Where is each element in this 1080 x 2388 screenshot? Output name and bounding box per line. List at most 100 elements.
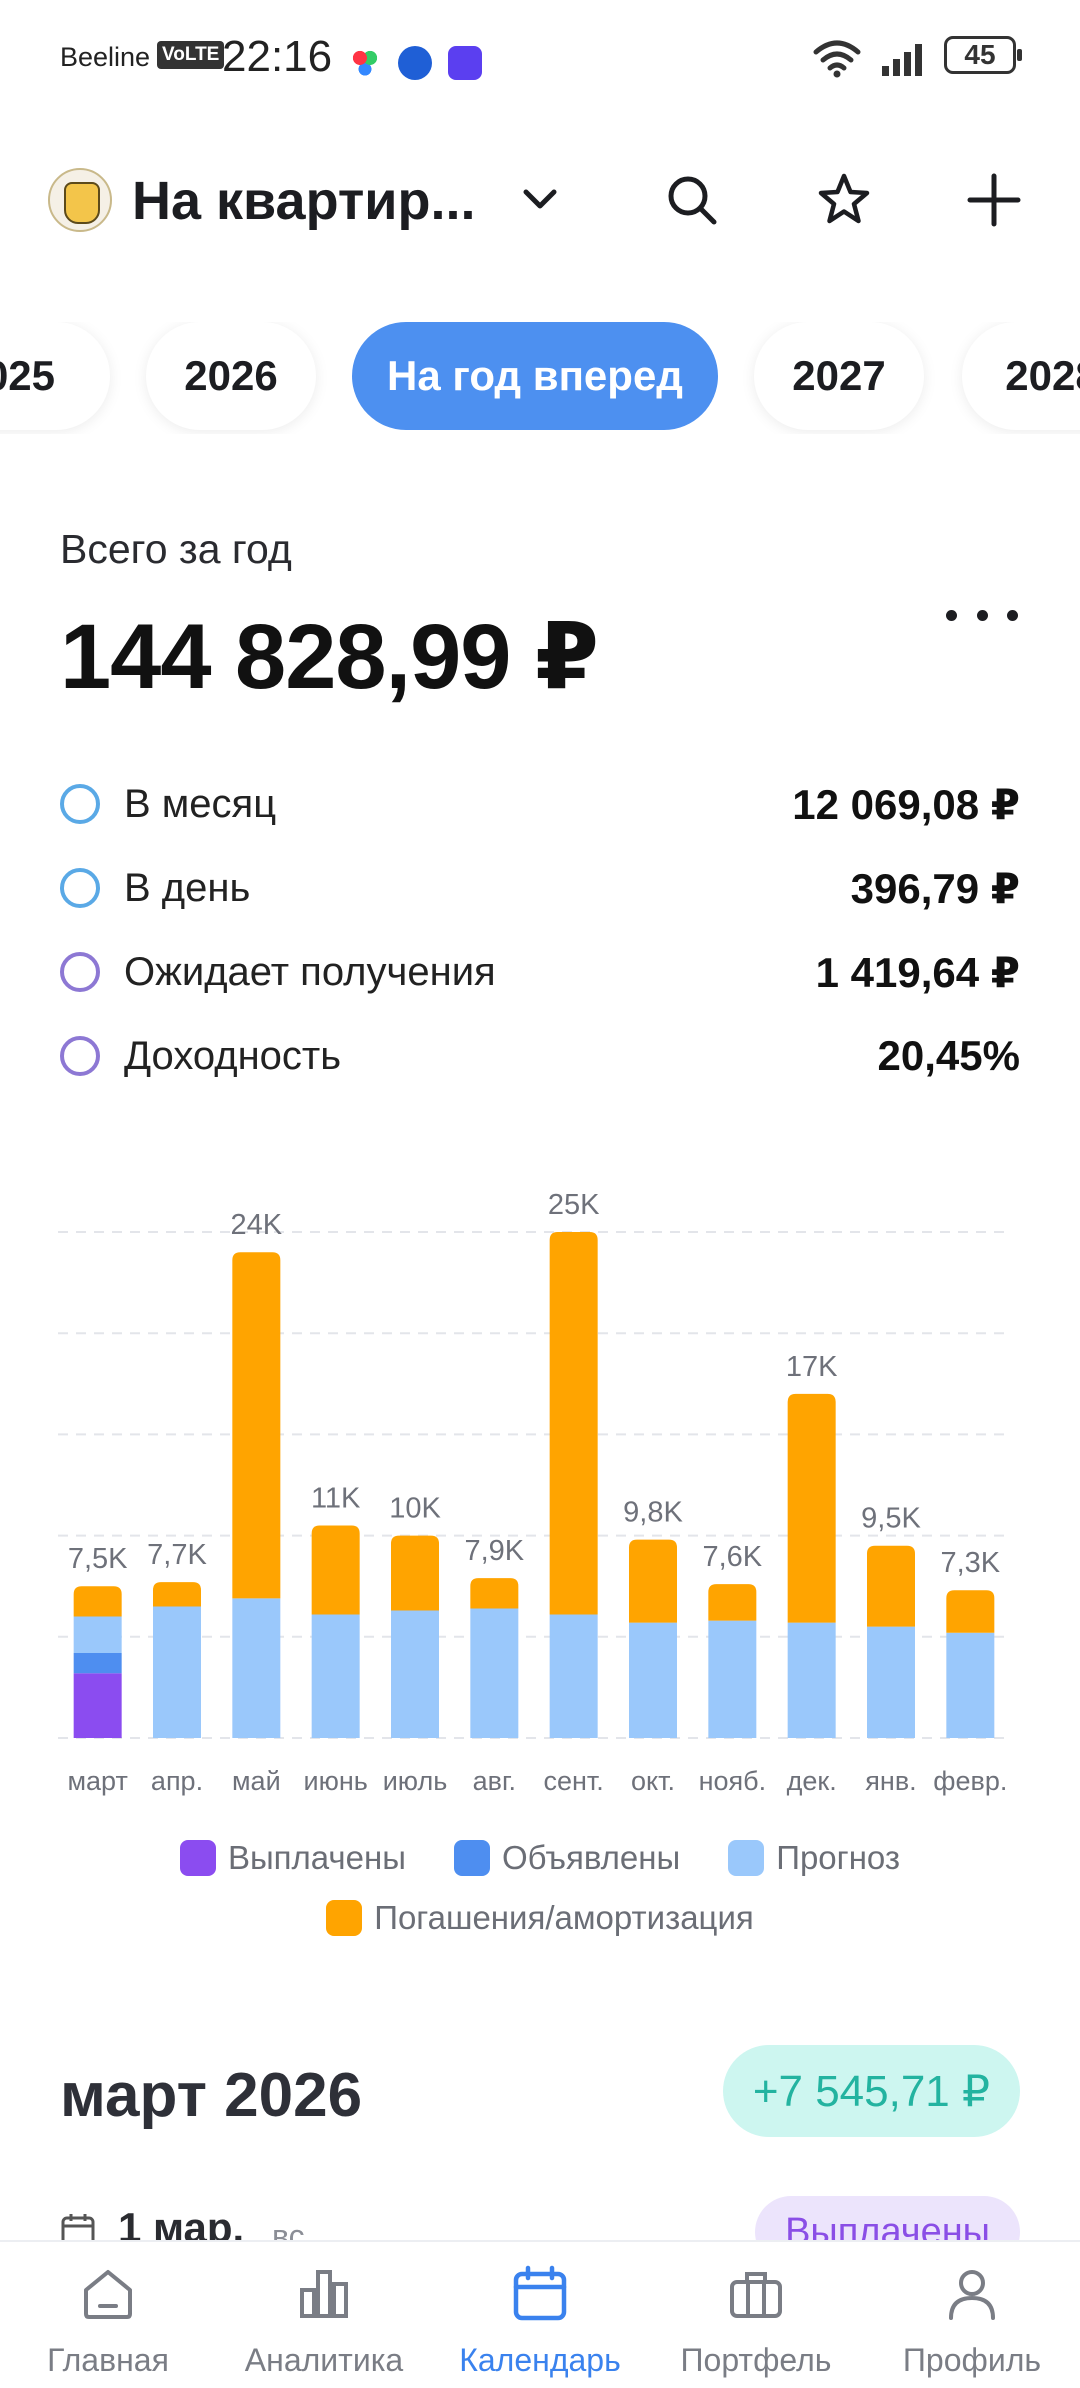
bar-value-label: 9,5K — [861, 1503, 921, 1535]
tab-2028[interactable]: 2028 — [962, 322, 1080, 430]
bar-segment-март[interactable] — [73, 1652, 122, 1674]
stat-circle-icon — [60, 868, 100, 908]
stat-label: В месяц — [124, 782, 277, 826]
legend-swatch — [326, 1900, 363, 1936]
bar-segment-сент.[interactable] — [549, 1614, 598, 1738]
stat-value: 12 069,08 ₽ — [792, 781, 1020, 828]
bar-segment-дек.[interactable] — [787, 1393, 836, 1623]
plus-icon[interactable] — [962, 168, 1026, 232]
more-dot-icon — [1007, 609, 1018, 621]
legend-item-announced: Объявлены — [453, 1839, 681, 1877]
bar-segment-апр.[interactable] — [153, 1606, 201, 1738]
x-tick-label: нояб. — [699, 1766, 767, 1796]
legend-label: Объявлены — [501, 1839, 681, 1876]
nav-home[interactable]: Главная — [0, 2242, 216, 2388]
bar-value-label: 9,8K — [623, 1497, 683, 1529]
bar-value-label: 7,9K — [464, 1535, 524, 1567]
x-tick-label: февр. — [933, 1766, 1007, 1796]
legend-item-redemption: Погашения/амортизация — [326, 1899, 754, 1937]
bar-value-label: 7,5K — [68, 1543, 128, 1575]
bar-segment-янв.[interactable] — [867, 1626, 915, 1738]
stat-label: В день — [124, 866, 251, 910]
analytics-icon — [300, 2270, 348, 2318]
legend-item-forecast: Прогноз — [728, 1839, 900, 1877]
bar-value-label: 7,3K — [940, 1547, 1000, 1579]
bar-segment-авг.[interactable] — [470, 1608, 519, 1738]
more-dot-icon — [976, 609, 988, 621]
stat-circle-icon — [60, 952, 100, 992]
bar-segment-март[interactable] — [73, 1586, 122, 1617]
bar-segment-окт.[interactable] — [629, 1622, 677, 1738]
bar-segment-июнь[interactable] — [311, 1614, 360, 1738]
bar-segment-июль[interactable] — [391, 1535, 439, 1611]
stat-circle-icon — [60, 784, 100, 824]
nav-label: Календарь — [459, 2342, 621, 2378]
messenger-app-icon — [448, 46, 482, 80]
nav-calendar[interactable]: Календарь — [432, 2242, 648, 2388]
home-icon — [84, 2270, 132, 2319]
x-tick-label: апр. — [151, 1766, 203, 1796]
star-icon[interactable] — [812, 168, 876, 232]
x-tick-label: июнь — [304, 1766, 368, 1796]
chart-legend: Выплачены Объявлены Прогноз Погашения/ам… — [0, 1828, 1080, 1948]
carrier-name: Beeline — [60, 42, 151, 72]
bar-segment-апр.[interactable] — [153, 1582, 201, 1607]
bar-segment-июнь[interactable] — [311, 1525, 360, 1615]
portfolio-selector[interactable]: На квартир... — [132, 171, 476, 231]
bar-segment-дек.[interactable] — [787, 1622, 836, 1738]
bar-segment-янв.[interactable] — [867, 1545, 915, 1627]
signal-icon — [882, 44, 922, 76]
bar-segment-сент.[interactable] — [549, 1232, 598, 1615]
legend-label: Погашения/амортизация — [374, 1899, 754, 1936]
stat-yield: Доходность 20,45% — [60, 1026, 1020, 1086]
stat-pending: Ожидает получения 1 419,64 ₽ — [60, 942, 1020, 1002]
stat-value: 20,45% — [877, 1032, 1020, 1079]
status-bar: Beeline VoLTE 22:16 45 — [0, 0, 1080, 115]
more-dot-icon — [946, 609, 957, 621]
nav-portfolio[interactable]: Портфель — [648, 2242, 864, 2388]
bar-segment-нояб.[interactable] — [708, 1584, 757, 1621]
total-amount: 144 828,99 ₽ — [60, 606, 599, 708]
bar-value-label: 11K — [311, 1482, 361, 1514]
stat-value: 1 419,64 ₽ — [815, 949, 1020, 996]
nav-profile[interactable]: Профиль — [864, 2242, 1080, 2388]
nav-label: Главная — [47, 2342, 169, 2378]
x-tick-label: июль — [383, 1766, 448, 1796]
bar-segment-март[interactable] — [73, 1673, 122, 1738]
legend-swatch — [179, 1840, 216, 1876]
payments-bar-chart: 7,5K март 7,7K апр. 24K май 11K июнь 10K июль 7,9K… — [58, 1189, 1010, 1796]
nav-label: Профиль — [902, 2342, 1042, 2378]
bar-segment-окт.[interactable] — [629, 1539, 677, 1623]
x-tick-label: март — [67, 1766, 127, 1796]
search-icon[interactable] — [660, 168, 724, 232]
calendar-icon — [513, 2265, 567, 2321]
tab-2025[interactable]: 025 — [0, 322, 110, 430]
period-tabs: 025 2026 На год вперед 2027 2028 — [0, 322, 1080, 434]
chevron-down-icon[interactable] — [508, 168, 572, 232]
bar-segment-март[interactable] — [73, 1616, 122, 1653]
tab-year-ahead[interactable]: На год вперед — [352, 322, 718, 430]
tab-2027[interactable]: 2027 — [754, 322, 924, 430]
bar-segment-февр.[interactable] — [946, 1590, 995, 1633]
bar-segment-авг.[interactable] — [470, 1578, 519, 1609]
bar-segment-май[interactable] — [232, 1252, 281, 1599]
bar-value-label: 25K — [548, 1189, 600, 1221]
bar-segment-февр.[interactable] — [946, 1632, 995, 1738]
stat-label: Ожидает получения — [124, 950, 496, 994]
month-total-badge: +7 545,71 ₽ — [722, 2045, 1020, 2137]
tab-2026[interactable]: 2026 — [146, 322, 316, 430]
bar-segment-нояб.[interactable] — [708, 1620, 757, 1738]
x-tick-label: сент. — [544, 1766, 604, 1796]
legend-swatch — [728, 1840, 765, 1876]
legend-swatch — [453, 1840, 490, 1876]
bar-segment-июль[interactable] — [391, 1610, 439, 1738]
more-options-button[interactable] — [946, 600, 1018, 630]
nav-analytics[interactable]: Аналитика — [216, 2242, 432, 2388]
payments-chart: 7,5K март 7,7K апр. 24K май 11K июнь 10K июль 7,9K… — [0, 1170, 1080, 1810]
month-title: март 2026 — [60, 2061, 363, 2130]
bar-value-label: 7,7K — [147, 1539, 207, 1571]
bar-segment-май[interactable] — [232, 1598, 281, 1738]
battery-indicator: 45 — [944, 36, 1022, 74]
bar-value-label: 7,6K — [702, 1541, 762, 1573]
bank-logo — [48, 168, 112, 232]
